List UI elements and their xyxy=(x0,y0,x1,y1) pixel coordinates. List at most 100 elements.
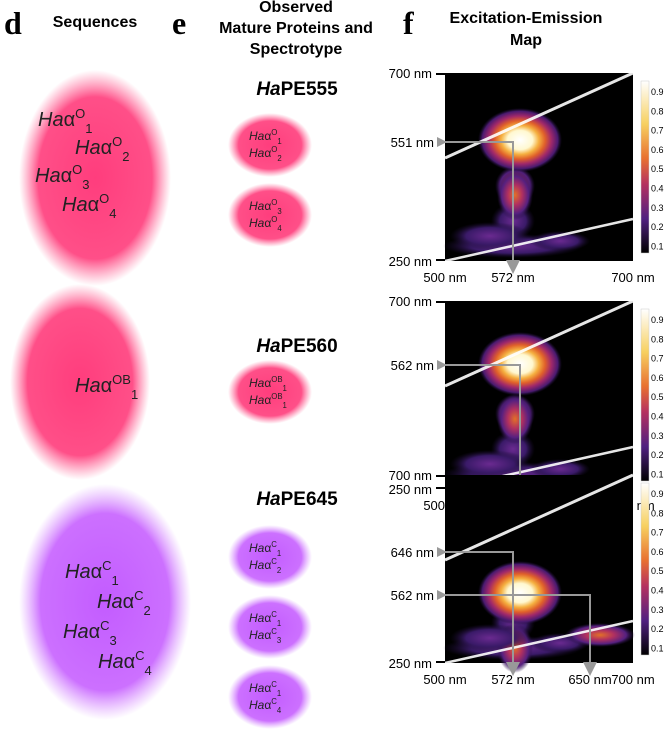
label-sup: OB xyxy=(271,375,282,384)
colorbar-tick: 0.4 xyxy=(651,412,664,422)
colorbar-tick: 0.4 xyxy=(651,184,664,194)
colorbar-tick: 0.3 xyxy=(651,605,664,615)
label-sup: C xyxy=(271,610,277,619)
map-hotspot xyxy=(478,561,562,625)
label-italic: Ha xyxy=(249,611,265,625)
colorbar-tick: 0.7 xyxy=(651,126,664,136)
label-italic: Ha xyxy=(249,558,265,572)
colorbar-tick: 0.7 xyxy=(651,528,664,538)
label-italic: Ha xyxy=(35,165,61,187)
colorbar-tick: 0.9 xyxy=(651,87,664,97)
colorbar xyxy=(641,81,649,253)
label-sup: C xyxy=(271,557,277,566)
excitation-label: 551 nm xyxy=(391,135,434,150)
excitation-label: 646 nm xyxy=(391,545,434,560)
protein-name: HaPE560 xyxy=(256,336,337,357)
x-axis-label: 700 nm xyxy=(611,270,654,285)
colorbar-tick: 0.8 xyxy=(651,508,664,518)
colorbar-tick: 0.9 xyxy=(651,489,664,499)
label-sup: O xyxy=(72,162,82,177)
label-sub: 1 xyxy=(277,689,281,698)
label-italic: Ha xyxy=(63,621,89,643)
label-base: α xyxy=(101,375,113,397)
excitation-label: 562 nm xyxy=(391,358,434,373)
colorbar-tick: 0.1 xyxy=(651,643,664,653)
label-sub: 3 xyxy=(277,636,281,645)
y-axis-label: 700 nm xyxy=(389,294,432,309)
label-sup: O xyxy=(271,128,277,137)
colorbar-tick: 0.7 xyxy=(651,354,664,364)
colorbar-tick: 0.6 xyxy=(651,373,664,383)
protein-name: HaPE645 xyxy=(256,489,338,510)
y-axis-label: 700 nm xyxy=(389,66,432,81)
label-sub: 3 xyxy=(277,207,281,216)
label-sub: 1 xyxy=(277,137,281,146)
name-rest: PE645 xyxy=(281,489,338,510)
panel-title: Observed xyxy=(259,0,333,16)
protein-blob xyxy=(228,360,312,424)
panel-letter: f xyxy=(403,5,414,41)
label-sub: 4 xyxy=(277,706,282,715)
colorbar-tick: 0.2 xyxy=(651,624,664,634)
colorbar-tick: 0.4 xyxy=(651,586,664,596)
excitation-label: 562 nm xyxy=(391,588,434,603)
colorbar xyxy=(641,309,649,481)
colorbar-tick: 0.2 xyxy=(651,222,664,232)
colorbar-tick: 0.1 xyxy=(651,241,664,251)
label-sub: 2 xyxy=(277,154,281,163)
map-hotspot xyxy=(478,108,562,172)
label-base: α xyxy=(264,558,271,572)
label-italic: Ha xyxy=(249,129,265,143)
label-base: α xyxy=(64,109,76,131)
label-sup: O xyxy=(271,198,277,207)
name-rest: PE560 xyxy=(281,336,338,357)
label-sub: 1 xyxy=(112,573,119,588)
label-sub: 3 xyxy=(110,633,117,648)
colorbar-tick: 0.3 xyxy=(651,431,664,441)
panel-letter: d xyxy=(4,5,22,41)
colorbar-tick: 0.2 xyxy=(651,450,664,460)
label-base: α xyxy=(61,165,73,187)
x-axis-label: 500 nm xyxy=(423,270,466,285)
y-axis-label: 700 nm xyxy=(389,468,432,483)
label-base: α xyxy=(264,681,271,695)
label-base: α xyxy=(264,199,271,213)
panel-title: Mature Proteins and xyxy=(219,20,373,37)
label-base: α xyxy=(123,591,135,613)
label-italic: Ha xyxy=(249,541,265,555)
label-sup: C xyxy=(102,558,111,573)
figure: dSequencesHaαO1HaαO2HaαO3HaαO4HaαOB1HaαC… xyxy=(0,0,667,752)
label-sub: 1 xyxy=(283,401,287,410)
label-sub: 4 xyxy=(145,663,152,678)
label-base: α xyxy=(264,393,271,407)
label-italic: Ha xyxy=(98,651,124,673)
emission-label: 572 nm xyxy=(491,270,534,285)
label-sub: 3 xyxy=(82,177,89,192)
colorbar xyxy=(641,483,649,655)
label-base: α xyxy=(89,621,101,643)
panel-title: Map xyxy=(510,32,542,49)
label-italic: Ha xyxy=(249,393,265,407)
label-base: α xyxy=(264,611,271,625)
protein-blob xyxy=(228,183,312,247)
map-signal xyxy=(497,170,533,220)
label-base: α xyxy=(264,376,271,390)
name-rest: PE555 xyxy=(281,79,338,100)
label-sup: O xyxy=(99,191,109,206)
emission-label: 650 nm xyxy=(568,672,611,687)
colorbar-tick: 0.1 xyxy=(651,469,664,479)
label-sup: C xyxy=(271,697,277,706)
label-italic: Ha xyxy=(75,137,101,159)
label-sup: O xyxy=(271,215,277,224)
map-signal xyxy=(497,394,533,444)
label-sub: 2 xyxy=(144,603,151,618)
panel-title: Sequences xyxy=(53,14,138,31)
label-sup: C xyxy=(271,680,277,689)
colorbar-tick: 0.6 xyxy=(651,547,664,557)
panel-title: Excitation-Emission xyxy=(450,10,603,27)
colorbar-tick: 0.5 xyxy=(651,566,664,576)
label-italic: Ha xyxy=(97,591,123,613)
label-italic: Ha xyxy=(65,561,91,583)
x-axis-label: 500 nm xyxy=(423,672,466,687)
protein-blob xyxy=(228,665,312,729)
